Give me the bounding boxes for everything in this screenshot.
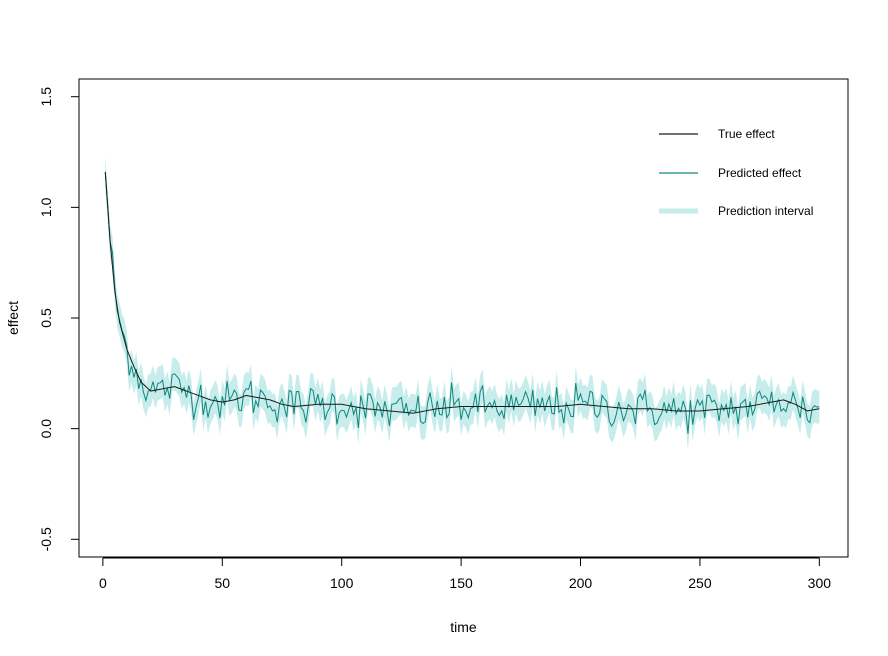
y-tick-label: 1.0 — [38, 197, 54, 217]
y-tick-label: -0.5 — [38, 527, 54, 551]
x-tick-label: 300 — [808, 575, 832, 591]
y-tick-label: 0.0 — [38, 419, 54, 439]
legend-true-effect-label: True effect — [718, 127, 775, 141]
y-axis-label: effect — [5, 301, 21, 335]
predicted-effect-layer — [104, 172, 820, 434]
true-effect-line — [104, 171, 820, 414]
legend-prediction-interval-label: Prediction interval — [718, 204, 813, 218]
x-tick-label: 0 — [99, 575, 107, 591]
true-effect-layer — [104, 171, 820, 414]
x-axis-label: time — [450, 619, 477, 635]
x-tick-label: 250 — [688, 575, 712, 591]
legend-predicted-effect-label: Predicted effect — [718, 166, 802, 180]
x-tick-label: 100 — [330, 575, 354, 591]
x-tick-label: 150 — [449, 575, 473, 591]
legend: True effect Predicted effect Prediction … — [659, 127, 813, 218]
y-tick-label: 1.5 — [38, 87, 54, 107]
prediction-interval-layer — [105, 155, 820, 451]
x-tick-label: 50 — [215, 575, 231, 591]
y-axis: -0.5 0.0 0.5 1.0 1.5 — [38, 87, 80, 551]
y-tick-label: 0.5 — [38, 308, 54, 328]
predicted-effect-line — [104, 172, 820, 434]
x-tick-label: 200 — [569, 575, 593, 591]
prediction-interval-band — [105, 155, 820, 451]
x-axis: 0 50 100 150 200 250 300 — [99, 557, 832, 591]
